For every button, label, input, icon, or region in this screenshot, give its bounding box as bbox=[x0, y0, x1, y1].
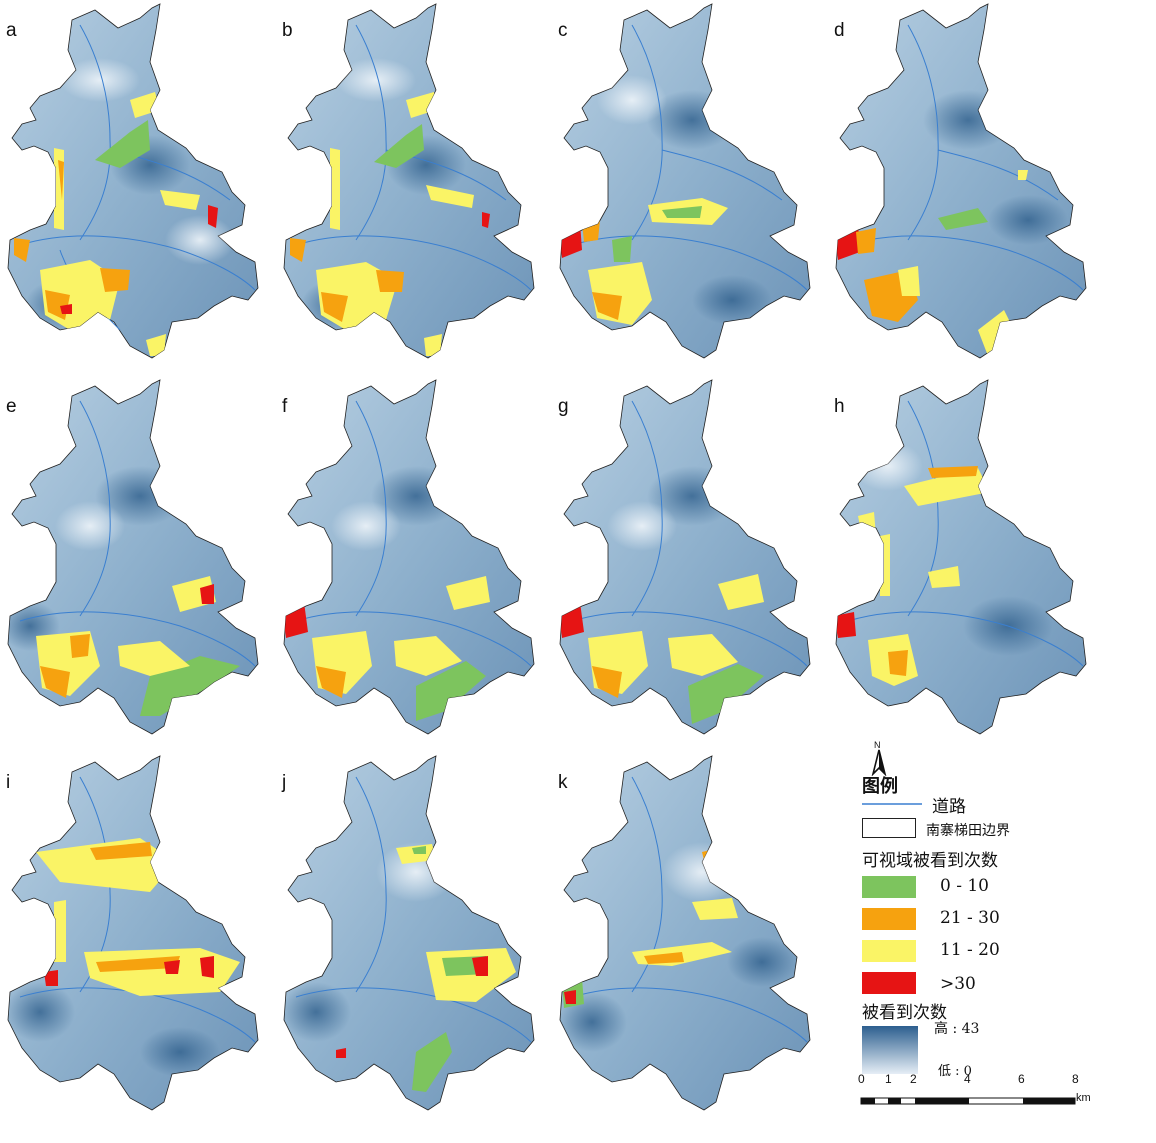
map-panel-j: j bbox=[276, 752, 551, 1127]
hillshade-texture bbox=[331, 466, 461, 551]
visibility-patches bbox=[836, 466, 990, 686]
panel-label: a bbox=[6, 20, 17, 41]
scale-tick: 6 bbox=[1018, 1072, 1025, 1086]
visibility-patches bbox=[836, 170, 1028, 356]
north-arrow-icon bbox=[871, 749, 887, 776]
map-panel-k: k bbox=[552, 752, 827, 1127]
ramp-low-label: 低 : 0 bbox=[938, 1064, 972, 1079]
class-swatch-0-10 bbox=[862, 876, 916, 898]
visibility-patches bbox=[336, 844, 516, 1092]
map-panel-c: c bbox=[552, 0, 827, 375]
roads bbox=[571, 24, 808, 291]
road-label: 道路 bbox=[932, 797, 966, 817]
hillshade-texture bbox=[284, 842, 456, 1042]
map-panel-e: e bbox=[0, 376, 275, 751]
panel-f-map bbox=[283, 379, 535, 735]
visibility-title: 可视域被看到次数 bbox=[862, 851, 998, 871]
map-panel-a: a bbox=[0, 0, 275, 375]
panel-label: j bbox=[282, 772, 287, 793]
scale-tick: 1 bbox=[885, 1072, 892, 1086]
panel-j-map bbox=[283, 755, 535, 1111]
panel-g-map bbox=[559, 379, 811, 735]
visibility-patches bbox=[36, 576, 240, 716]
panel-d-map bbox=[835, 3, 1087, 359]
roads bbox=[295, 400, 532, 667]
class-swatch-21-30 bbox=[862, 908, 916, 930]
class-swatch-11-20 bbox=[862, 940, 916, 962]
scale-tick: 8 bbox=[1072, 1072, 1079, 1086]
north-label: N bbox=[874, 740, 881, 750]
roads bbox=[19, 400, 256, 667]
panel-h-map bbox=[835, 379, 1087, 735]
panel-label: k bbox=[558, 772, 568, 793]
color-ramp bbox=[862, 1026, 918, 1074]
class-label: 21 - 30 bbox=[940, 908, 1000, 928]
road-line-symbol bbox=[862, 803, 922, 805]
panel-label: h bbox=[834, 396, 845, 417]
panel-label: e bbox=[6, 396, 17, 417]
hillshade-texture bbox=[8, 982, 220, 1077]
class-swatch-over-30 bbox=[862, 972, 916, 994]
map-panel-g: g bbox=[552, 376, 827, 751]
class-label: 0 - 10 bbox=[940, 876, 989, 896]
visibility-patches bbox=[560, 198, 728, 325]
ramp-title: 被看到次数 bbox=[862, 1003, 947, 1023]
panel-label: c bbox=[558, 20, 568, 41]
map-panel-f: f bbox=[276, 376, 551, 751]
scale-tick: 4 bbox=[964, 1072, 971, 1086]
visibility-patches bbox=[36, 838, 240, 996]
boundary-symbol bbox=[862, 818, 916, 838]
panel-label: b bbox=[282, 20, 293, 41]
panel-label: g bbox=[558, 396, 569, 417]
roads bbox=[571, 400, 808, 667]
panel-i-map bbox=[7, 755, 259, 1111]
scale-bar-graphic bbox=[860, 1097, 1076, 1105]
panel-label: f bbox=[282, 396, 288, 417]
hillshade-texture bbox=[607, 466, 737, 551]
boundary-label: 南寨梯田边界 bbox=[926, 823, 1010, 839]
class-label: >30 bbox=[940, 974, 976, 994]
visibility-patches bbox=[284, 576, 490, 721]
map-panel-d: d bbox=[828, 0, 1103, 375]
scale-tick: 2 bbox=[910, 1072, 917, 1086]
scale-tick: 0 bbox=[858, 1072, 865, 1086]
roads bbox=[847, 24, 1084, 291]
class-label: 11 - 20 bbox=[940, 940, 1000, 960]
panel-a-map bbox=[7, 3, 259, 359]
panel-c-map bbox=[559, 3, 811, 359]
panel-k-map bbox=[559, 755, 811, 1111]
map-panel-b: b bbox=[276, 0, 551, 375]
map-panel-h: h bbox=[828, 376, 1103, 751]
panel-label: d bbox=[834, 20, 845, 41]
map-panel-i: i bbox=[0, 752, 275, 1127]
panel-label: i bbox=[6, 772, 11, 793]
visibility-patches bbox=[560, 574, 764, 724]
panel-e-map bbox=[7, 379, 259, 735]
legend-title: 图例 bbox=[862, 776, 898, 797]
map-legend: N 图例 道路 南寨梯田边界 可视域被看到次数 0 - 10 21 - 30 1… bbox=[858, 740, 1148, 1137]
scale-unit: km bbox=[1076, 1092, 1091, 1104]
ramp-high-label: 高 : 43 bbox=[934, 1021, 980, 1037]
panel-b-map bbox=[283, 3, 535, 359]
roads bbox=[847, 400, 1084, 667]
